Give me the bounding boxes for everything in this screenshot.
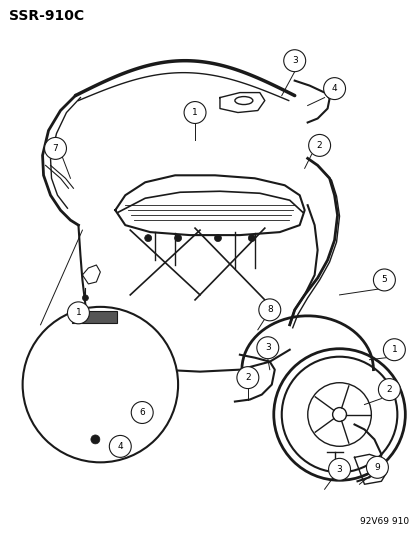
Circle shape <box>382 339 404 361</box>
Circle shape <box>23 307 178 462</box>
Text: 4: 4 <box>117 442 123 451</box>
Circle shape <box>214 235 221 241</box>
Circle shape <box>308 134 330 156</box>
Circle shape <box>328 458 350 480</box>
Text: 3: 3 <box>336 465 342 474</box>
Circle shape <box>377 378 399 400</box>
Circle shape <box>373 269 394 291</box>
Text: 7: 7 <box>52 144 58 153</box>
Text: 1: 1 <box>391 345 396 354</box>
Text: 92V69 910: 92V69 910 <box>359 517 408 526</box>
Circle shape <box>236 367 258 389</box>
Circle shape <box>258 299 280 321</box>
Text: 1: 1 <box>192 108 197 117</box>
Circle shape <box>145 235 151 241</box>
Circle shape <box>109 435 131 457</box>
Text: 1: 1 <box>76 309 81 317</box>
Circle shape <box>256 337 278 359</box>
Text: 3: 3 <box>291 56 297 65</box>
Circle shape <box>184 102 206 124</box>
Circle shape <box>174 235 181 241</box>
Circle shape <box>45 138 66 159</box>
Circle shape <box>82 295 88 301</box>
Text: 2: 2 <box>386 385 391 394</box>
Circle shape <box>131 401 153 424</box>
Text: 2: 2 <box>244 373 250 382</box>
Text: 4: 4 <box>331 84 337 93</box>
Circle shape <box>283 50 305 71</box>
Text: 3: 3 <box>264 343 270 352</box>
FancyBboxPatch shape <box>72 311 117 323</box>
Circle shape <box>323 78 345 100</box>
Circle shape <box>248 235 255 241</box>
Circle shape <box>67 302 89 324</box>
Circle shape <box>331 464 337 470</box>
Text: 5: 5 <box>381 276 386 285</box>
Circle shape <box>91 435 100 444</box>
Circle shape <box>366 456 387 478</box>
Text: 2: 2 <box>316 141 322 150</box>
Text: 6: 6 <box>139 408 145 417</box>
Text: 8: 8 <box>266 305 272 314</box>
Circle shape <box>281 357 396 472</box>
Text: 9: 9 <box>374 463 380 472</box>
Text: SSR-910C: SSR-910C <box>9 9 83 23</box>
